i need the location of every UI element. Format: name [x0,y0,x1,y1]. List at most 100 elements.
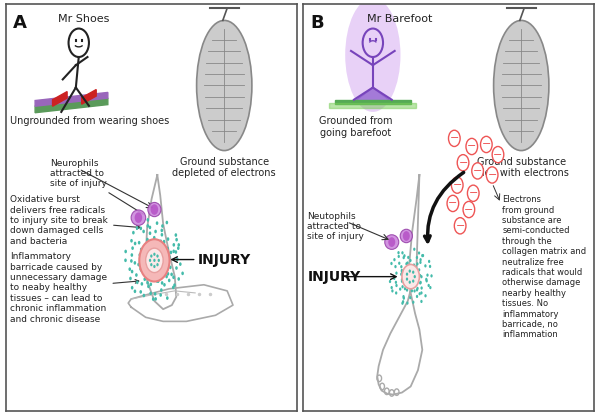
Circle shape [398,255,400,258]
Circle shape [172,243,175,247]
Circle shape [425,279,428,283]
Circle shape [424,264,427,268]
Circle shape [175,250,177,254]
Circle shape [412,279,415,283]
Polygon shape [35,98,108,113]
Circle shape [130,239,133,243]
Text: Mr Shoes: Mr Shoes [58,14,110,24]
Text: −: − [464,205,473,215]
Text: −: − [452,180,462,190]
Circle shape [457,155,469,171]
Circle shape [428,260,430,263]
Circle shape [161,224,164,228]
Circle shape [142,249,144,252]
Circle shape [140,282,143,286]
Circle shape [390,262,392,265]
Circle shape [169,256,171,259]
Circle shape [394,265,397,268]
Circle shape [131,246,134,250]
Circle shape [395,271,398,275]
Circle shape [419,281,422,284]
Text: −: − [493,150,503,160]
Ellipse shape [385,235,399,249]
Circle shape [160,288,163,292]
Circle shape [419,274,421,277]
Circle shape [139,253,141,257]
Circle shape [420,291,422,295]
Polygon shape [329,103,416,108]
Text: Mr Barefoot: Mr Barefoot [367,14,433,24]
Circle shape [149,259,151,262]
Text: Inflammatory
barricade caused by
unnecessary damage
to neaby healthy
tissues – c: Inflammatory barricade caused by unneces… [10,252,139,324]
Circle shape [153,239,155,243]
Circle shape [411,289,413,293]
Circle shape [175,233,177,237]
Circle shape [429,286,431,289]
Circle shape [147,285,150,288]
Text: A: A [13,14,27,32]
Circle shape [149,226,151,229]
Circle shape [406,273,408,276]
Text: Grounded from
going barefoot: Grounded from going barefoot [319,116,392,138]
Circle shape [401,302,404,305]
Text: Ungrounded from wearing shoes: Ungrounded from wearing shoes [10,116,170,126]
Polygon shape [53,92,67,106]
Circle shape [153,236,155,239]
Polygon shape [354,88,392,102]
Circle shape [389,280,391,283]
Circle shape [153,265,155,268]
Circle shape [418,251,420,255]
Text: Oxidative burst
delivers free radicals
to injury site to break
down damaged cell: Oxidative burst delivers free radicals t… [10,195,140,246]
Circle shape [172,286,175,289]
Circle shape [416,262,419,266]
Circle shape [402,300,404,303]
Circle shape [430,274,433,278]
Circle shape [156,221,158,225]
Circle shape [429,265,431,268]
Circle shape [138,241,140,244]
Circle shape [160,293,162,297]
Circle shape [131,286,133,290]
Circle shape [454,217,466,234]
Text: Neurophils
attracted to
site of injury: Neurophils attracted to site of injury [50,159,143,214]
Text: −: − [487,170,497,180]
Circle shape [175,238,178,242]
Circle shape [400,273,403,276]
Circle shape [146,248,163,273]
Circle shape [151,278,154,282]
Circle shape [418,268,420,271]
Circle shape [395,291,397,295]
Circle shape [416,256,418,259]
Circle shape [391,286,393,289]
Ellipse shape [148,203,161,217]
Circle shape [412,300,415,304]
Circle shape [154,292,157,296]
Circle shape [146,281,149,285]
Circle shape [397,251,400,254]
Circle shape [160,229,163,232]
Circle shape [134,290,136,293]
Circle shape [153,259,155,262]
Circle shape [142,229,145,233]
Circle shape [172,249,175,253]
Circle shape [398,261,400,265]
Circle shape [153,253,155,256]
Circle shape [137,263,140,266]
Circle shape [146,238,149,242]
Circle shape [170,251,172,254]
Circle shape [393,277,395,280]
Circle shape [143,294,145,297]
Circle shape [178,277,180,281]
Text: −: − [448,198,458,208]
Text: −: − [455,221,465,231]
Circle shape [401,280,403,283]
Circle shape [131,253,133,257]
Circle shape [413,289,416,293]
Circle shape [447,195,458,212]
Circle shape [418,292,421,295]
Text: INJURY: INJURY [307,270,361,283]
Circle shape [165,275,168,278]
Circle shape [134,261,136,265]
Circle shape [151,204,158,215]
Circle shape [472,163,484,179]
